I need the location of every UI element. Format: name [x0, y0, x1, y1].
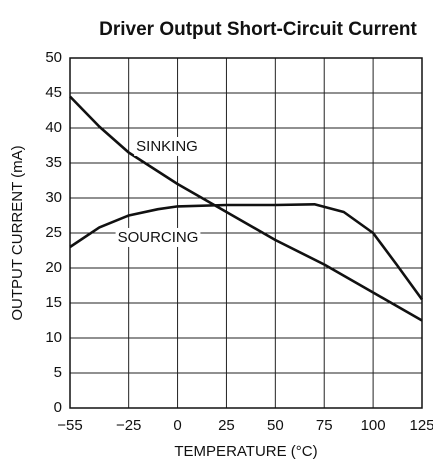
y-tick-label: 25 [45, 224, 62, 241]
plot-frame [69, 57, 423, 409]
x-axis-label: TEMPERATURE (°C) [174, 443, 317, 460]
x-tick-label: −25 [116, 417, 141, 434]
y-tick-label: 35 [45, 154, 62, 171]
x-tick-label: 125 [409, 417, 433, 434]
series-label: SINKING [136, 138, 198, 155]
series-label: SOURCING [118, 229, 199, 246]
y-tick-label: 15 [45, 294, 62, 311]
x-tick-label: 0 [173, 417, 181, 434]
y-tick-label: 30 [45, 189, 62, 206]
y-tick-label: 10 [45, 329, 62, 346]
y-tick-label: 40 [45, 119, 62, 136]
x-tick-label: −55 [57, 417, 82, 434]
y-tick-label: 50 [45, 49, 62, 66]
line [69, 203, 424, 301]
line [69, 95, 423, 322]
label-background [115, 227, 201, 247]
y-tick-label: 5 [54, 364, 62, 381]
y-axis-label: OUTPUT CURRENT (mA) [9, 145, 26, 320]
x-tick-label: 25 [218, 417, 235, 434]
y-tick-label: 0 [54, 399, 62, 416]
x-tick-label: 50 [267, 417, 284, 434]
chart-title: Driver Output Short-Circuit Current [99, 19, 417, 40]
label-background [134, 136, 200, 156]
x-tick-label: 100 [361, 417, 386, 434]
y-tick-label: 20 [45, 259, 62, 276]
y-tick-label: 45 [45, 84, 62, 101]
x-tick-label: 75 [316, 417, 333, 434]
